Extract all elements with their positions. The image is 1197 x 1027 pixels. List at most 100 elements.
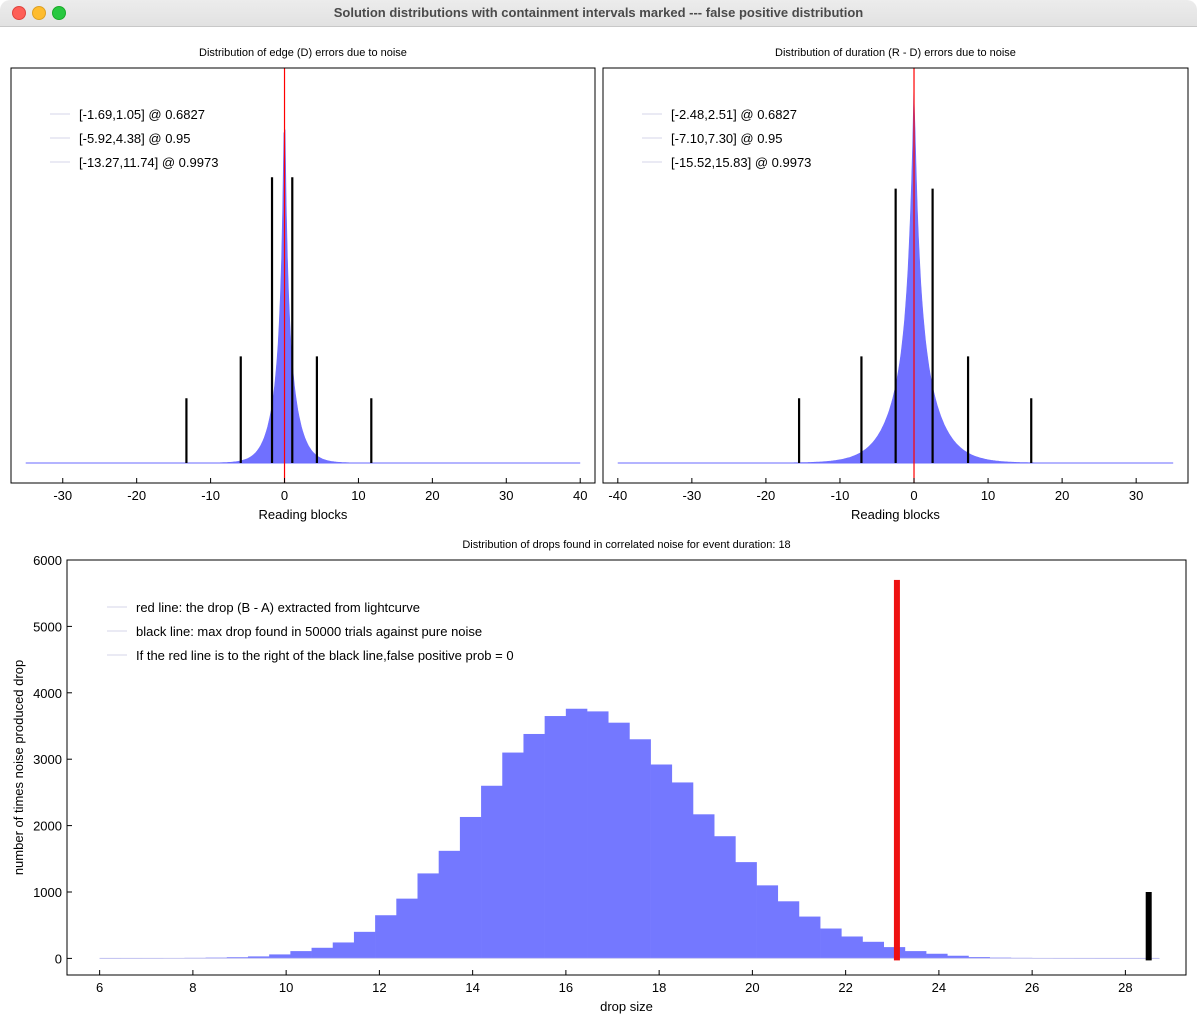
legend-entry: [-7.10,7.30] @ 0.95	[671, 131, 783, 146]
histogram-bar	[565, 708, 588, 959]
histogram-bar	[841, 936, 863, 959]
histogram-bar	[417, 873, 439, 959]
histogram-bar	[798, 916, 821, 959]
x-tick-label: -30	[682, 488, 701, 503]
max-noise-drop-black-line	[1145, 892, 1152, 961]
legend-entry: [-13.27,11.74] @ 0.9973	[79, 155, 218, 170]
histogram-bar	[311, 947, 334, 959]
x-tick-label: 28	[1118, 980, 1132, 995]
x-tick-label: 30	[1129, 488, 1143, 503]
x-tick-label: -20	[127, 488, 146, 503]
histogram-bar	[820, 928, 842, 959]
histogram-bar	[481, 785, 503, 959]
x-tick-label: 0	[281, 488, 288, 503]
histogram-bar	[692, 814, 715, 959]
y-tick-label: 5000	[33, 619, 62, 634]
legend-entry: [-5.92,4.38] @ 0.95	[79, 131, 191, 146]
histogram-bar	[290, 951, 312, 959]
y-tick-label: 2000	[33, 819, 62, 834]
x-tick-label: -10	[831, 488, 850, 503]
x-tick-label: 40	[573, 488, 587, 503]
x-tick-label: 10	[351, 488, 365, 503]
duration-error-plot: Distribution of duration (R - D) errors …	[602, 47, 1189, 522]
histogram-bar	[777, 901, 800, 959]
histogram-bar	[247, 956, 270, 959]
x-tick-label: 20	[1055, 488, 1069, 503]
zoom-window-button[interactable]	[52, 6, 66, 20]
y-tick-label: 1000	[33, 885, 62, 900]
histogram-bar	[375, 915, 397, 959]
y-tick-label: 0	[55, 951, 62, 966]
y-axis-label: number of times noise produced drop	[11, 660, 26, 875]
legend-entry: red line: the drop (B - A) extracted fro…	[136, 600, 420, 615]
y-tick-label: 3000	[33, 752, 62, 767]
histogram-bar	[756, 885, 779, 959]
histogram-bar	[523, 733, 545, 959]
x-tick-label: 10	[279, 980, 293, 995]
histogram-bar	[629, 739, 651, 959]
histogram-bar	[608, 722, 630, 959]
histogram-bar	[226, 957, 249, 959]
histogram-bar	[396, 898, 418, 959]
edge-error-plot: Distribution of edge (D) errors due to n…	[10, 47, 596, 522]
extracted-drop-red-line	[893, 579, 900, 961]
plot-title: Distribution of edge (D) errors due to n…	[199, 47, 407, 59]
histogram-bar	[459, 816, 482, 959]
x-tick-label: 20	[425, 488, 439, 503]
y-tick-label: 4000	[33, 686, 62, 701]
histogram-bar	[332, 942, 355, 959]
histogram-bar	[544, 716, 567, 959]
legend-entry: black line: max drop found in 50000 tria…	[136, 624, 482, 639]
drop-distribution-plot: Distribution of drops found in correlate…	[11, 539, 1187, 1014]
plot-title: Distribution of drops found in correlate…	[462, 539, 790, 551]
plot-title: Distribution of duration (R - D) errors …	[775, 47, 1016, 59]
x-axis-label: Reading blocks	[259, 507, 348, 522]
y-tick-label: 6000	[33, 553, 62, 568]
close-window-button[interactable]	[12, 6, 26, 20]
histogram-bar	[904, 951, 927, 959]
x-tick-label: 22	[838, 980, 852, 995]
x-tick-label: -20	[757, 488, 776, 503]
plot-frame	[66, 559, 1187, 976]
title-bar[interactable]: Solution distributions with containment …	[0, 0, 1197, 27]
legend-entry: If the red line is to the right of the b…	[136, 648, 514, 663]
histogram-bar	[650, 764, 673, 959]
legend-entry: [-1.69,1.05] @ 0.6827	[79, 107, 205, 122]
x-tick-label: 30	[499, 488, 513, 503]
histogram-bar	[353, 931, 376, 959]
x-tick-label: -10	[201, 488, 220, 503]
minimize-window-button[interactable]	[32, 6, 46, 20]
x-tick-label: 16	[559, 980, 573, 995]
x-tick-label: 8	[189, 980, 196, 995]
x-tick-label: -40	[608, 488, 627, 503]
x-axis-label: Reading blocks	[851, 507, 940, 522]
histogram-bar	[735, 862, 757, 959]
histogram-bar	[269, 954, 291, 959]
histogram-bar	[438, 850, 461, 959]
x-tick-label: -30	[53, 488, 72, 503]
legend-entry: [-2.48,2.51] @ 0.6827	[671, 107, 797, 122]
histogram-bar	[968, 957, 990, 959]
x-tick-label: 10	[981, 488, 995, 503]
x-tick-label: 12	[372, 980, 386, 995]
x-tick-label: 18	[652, 980, 666, 995]
distribution-histogram	[25, 129, 580, 464]
x-tick-label: 26	[1025, 980, 1039, 995]
x-tick-label: 24	[932, 980, 946, 995]
x-tick-label: 6	[96, 980, 103, 995]
histogram-bar	[714, 836, 736, 959]
histogram-bar	[671, 782, 694, 959]
histogram-bar	[926, 953, 948, 959]
x-tick-label: 14	[465, 980, 479, 995]
histogram-bar	[947, 955, 969, 959]
histogram-bar	[502, 752, 524, 959]
x-axis-label: drop size	[600, 999, 653, 1014]
plot-frame	[10, 67, 596, 484]
plots-canvas: Distribution of edge (D) errors due to n…	[10, 47, 1189, 1014]
x-tick-label: 0	[910, 488, 917, 503]
histogram-bar	[587, 711, 609, 959]
histogram-bar	[862, 941, 885, 959]
window-title: Solution distributions with containment …	[333, 5, 864, 20]
plot-frame	[602, 67, 1189, 484]
